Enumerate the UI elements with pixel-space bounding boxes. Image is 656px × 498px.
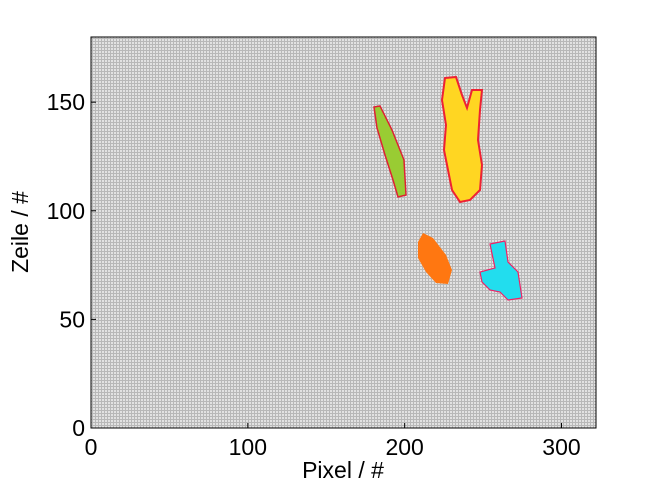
region-yellow	[440, 75, 484, 204]
y-tick-label: 0	[72, 415, 85, 441]
regions	[373, 75, 523, 301]
y-axis-label: Zeile / #	[7, 191, 33, 273]
x-tick-label: 300	[542, 434, 580, 460]
y-tick-label: 150	[47, 89, 85, 115]
region-green	[373, 105, 407, 198]
x-tick-label: 100	[229, 434, 267, 460]
image-background	[91, 37, 596, 428]
y-tick-label: 100	[47, 198, 85, 224]
region-cyan	[479, 240, 523, 301]
y-tick-label: 50	[59, 306, 85, 332]
plot-frame	[90, 36, 597, 429]
x-tick-label: 0	[85, 434, 98, 460]
x-tick-label: 200	[385, 434, 423, 460]
region-orange	[418, 233, 452, 284]
x-axis-label: Pixel / #	[302, 457, 384, 483]
